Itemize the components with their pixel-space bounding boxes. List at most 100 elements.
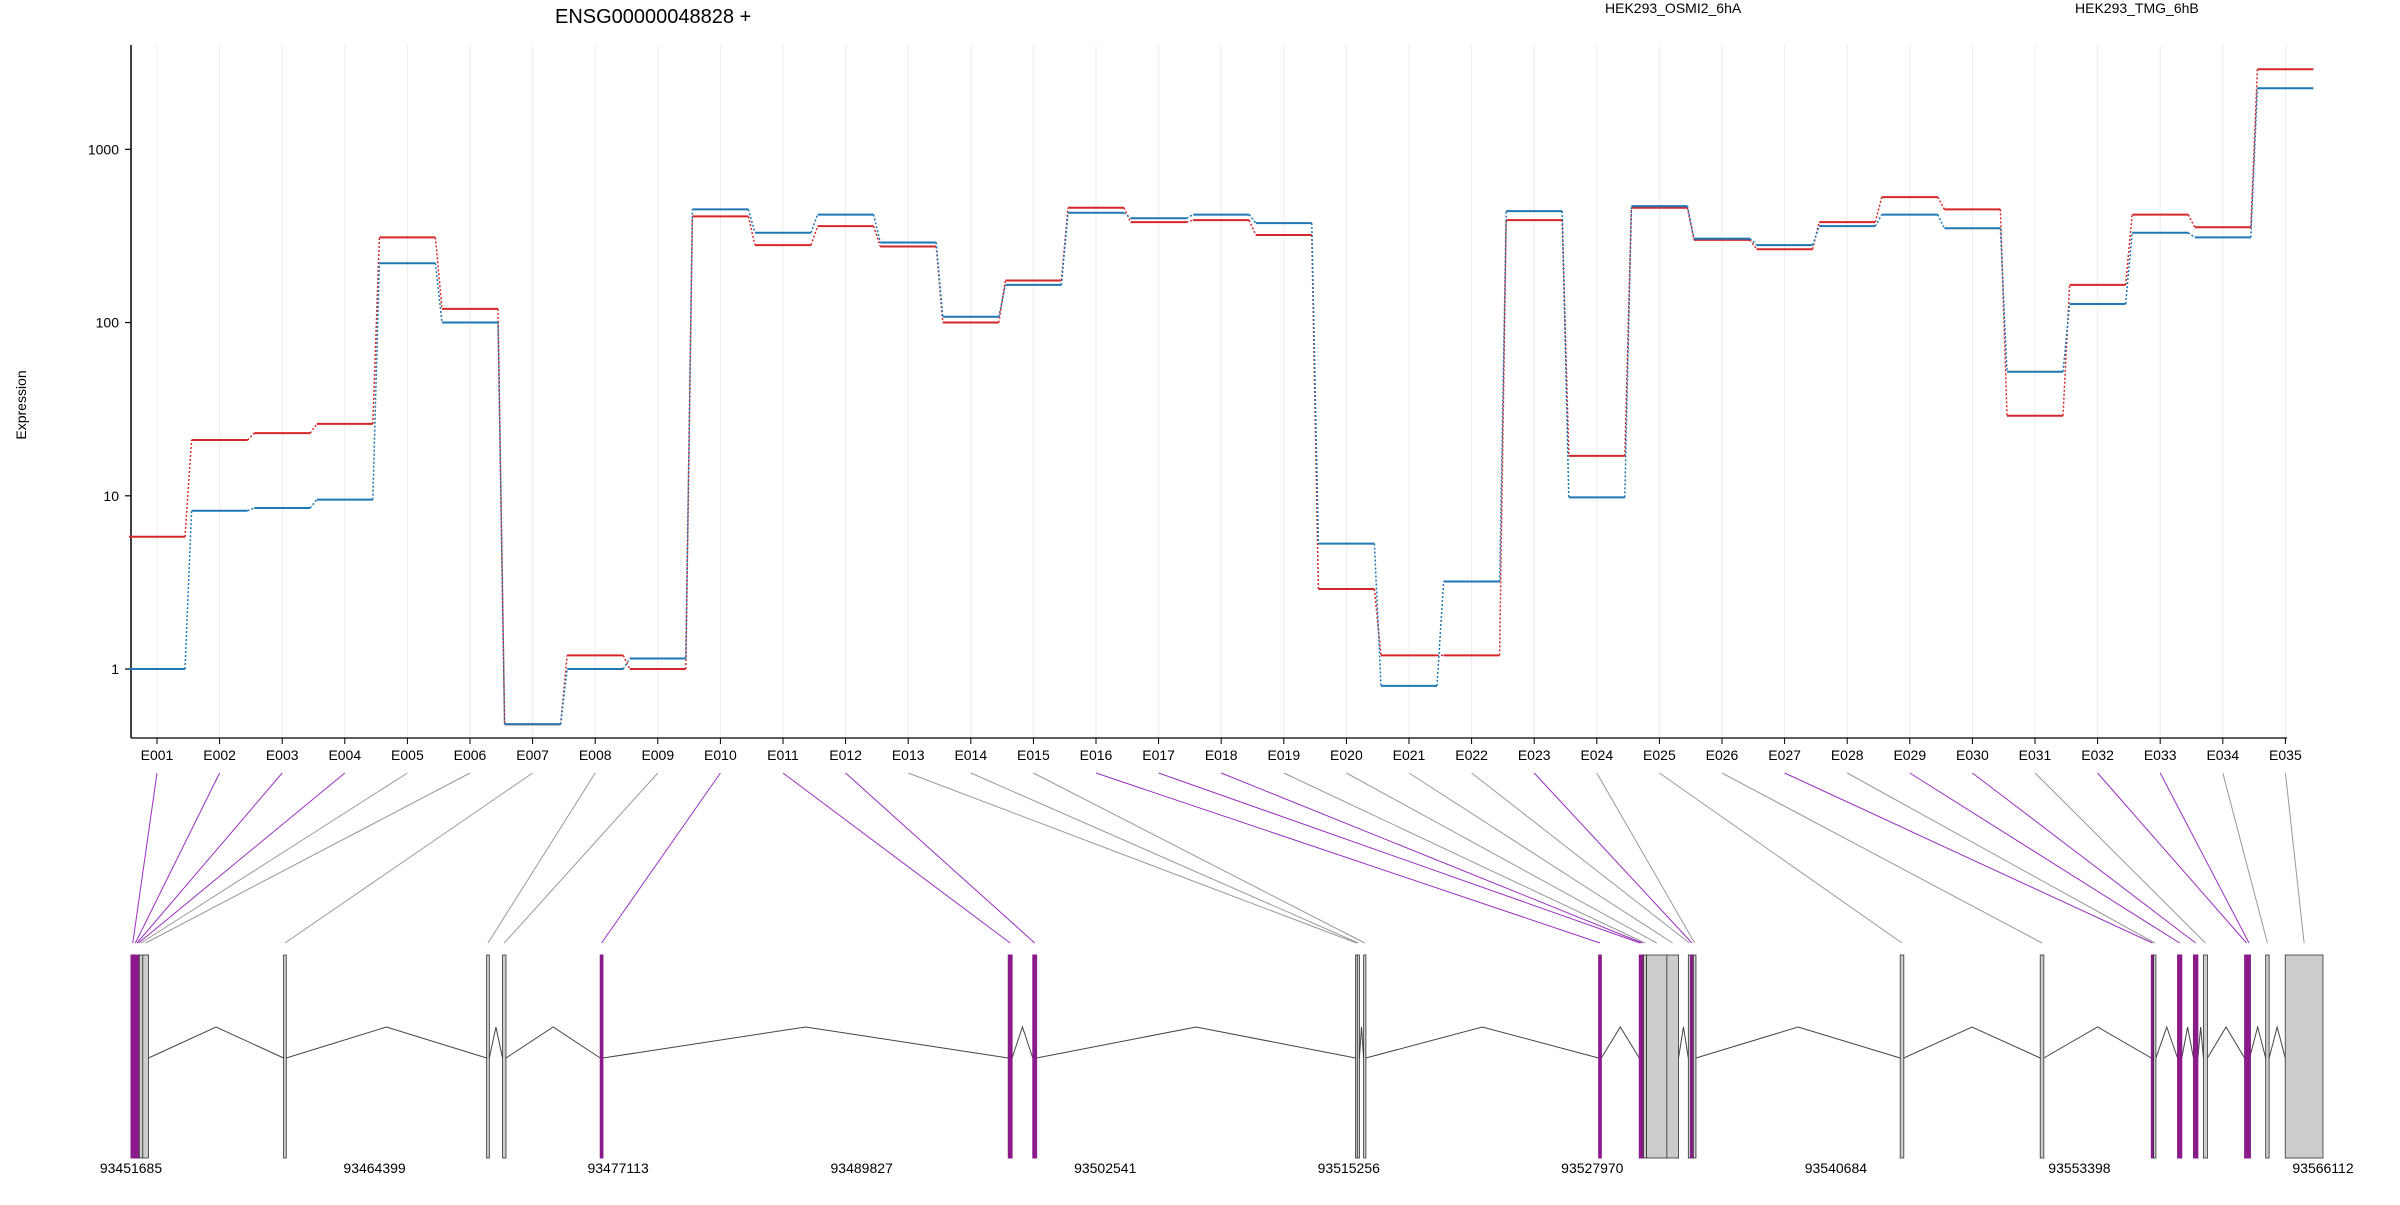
y-tick-label-100: 100 [96,315,120,331]
connector-e023 [1533,772,1693,944]
series-1-connector-3 [309,499,318,509]
gene-exon-e014 [1356,954,1360,1159]
series-0-connector-22 [1498,220,1507,656]
legend-entry-osmi2: HEK293_OSMI2_6hA [1605,0,1742,16]
series-1-connector-11 [810,214,819,233]
series-0-connector-12 [872,225,881,247]
series-1-connector-4 [372,263,381,500]
exon-label-e003: E003 [266,747,299,763]
gene-exon-e026 [2039,954,2045,1159]
series-0-connector-4 [372,237,381,424]
series-1-connector-16 [1123,212,1132,219]
gene-exon-e029 [2177,954,2183,1159]
connector-e025 [1659,772,1903,944]
exon-label-e022: E022 [1455,747,1488,763]
connector-e010 [601,772,721,944]
connector-e012 [845,772,1036,944]
connector-e007 [284,772,533,944]
intron-19 [2249,1025,2267,1059]
gene-exon-e007 [283,954,287,1159]
connector-e024 [1596,772,1696,944]
exon-label-e012: E012 [829,747,862,763]
coord-label-8: 93553398 [2048,1160,2111,1176]
gene-exon-e020 [1646,954,1668,1159]
gene-exon-e031 [2203,954,2208,1159]
connector-e018 [1221,772,1643,944]
connector-e035 [2284,772,2305,944]
connector-e033 [2159,772,2250,944]
series-0-connector-23 [1561,220,1570,456]
connector-e021 [1408,772,1673,944]
exon-label-e006: E006 [454,747,487,763]
intron-7 [1036,1026,1356,1059]
connector-e027 [1784,772,2153,944]
gene-exon-e009 [502,954,507,1159]
exon-label-e018: E018 [1205,747,1238,763]
connector-e004 [138,772,346,944]
coord-label-3: 93489827 [831,1160,894,1176]
connector-e011 [782,772,1011,944]
series-0-connector-30 [1999,209,2008,416]
exon-label-e020: E020 [1330,747,1363,763]
connector-e013 [908,772,1357,944]
exon-label-e024: E024 [1580,747,1613,763]
series-1-connector-6 [497,322,506,725]
intron-4 [505,1026,601,1059]
intron-11 [1678,1026,1689,1059]
connector-e016 [1095,772,1601,944]
connector-e009 [503,772,659,944]
intron-12 [1695,1026,1901,1059]
gene-exon-e023 [1690,954,1694,1159]
series-1-connector-19 [1311,223,1320,544]
gene-exon-e030 [2192,954,2199,1159]
gene-exon-e016 [1598,954,1602,1159]
exon-label-e019: E019 [1267,747,1300,763]
intron-17 [2197,1026,2204,1059]
connector-e026 [1721,772,2043,944]
coord-label-0: 93451685 [100,1160,163,1176]
exon-label-e033: E033 [2144,747,2177,763]
series-1-connector-34 [2250,88,2259,238]
series-0-connector-6 [497,308,506,725]
series-1-connector-13 [935,242,944,317]
connector-e002 [134,772,221,944]
gene-exon-e025 [1899,954,1905,1159]
exon-label-e001: E001 [141,747,174,763]
legend-entry-tmg: HEK293_TMG_6hB [2075,0,2199,16]
series-1-connector-21 [1436,581,1445,686]
series-1-connector-29 [1937,214,1946,229]
coord-label-6: 93527970 [1561,1160,1624,1176]
series-0-connector-7 [559,655,568,725]
series-0-connector-31 [2062,284,2071,416]
intron-18 [2207,1026,2246,1059]
series-0-connector-3 [309,423,318,434]
y-tick-label-1: 1 [111,661,119,677]
y-axis-label: Expression [13,370,29,439]
exon-label-e010: E010 [704,747,737,763]
series-1-connector-5 [434,263,443,323]
connector-e003 [136,772,283,944]
series-0-connector-26 [1749,239,1758,250]
exon-label-e013: E013 [892,747,925,763]
intron-9 [1365,1026,1599,1059]
exon-label-e004: E004 [328,747,361,763]
intron-5 [602,1026,1009,1059]
exon-label-e031: E031 [2019,747,2052,763]
intron-16 [2181,1026,2194,1059]
series-1-connector-15 [1060,212,1069,285]
series-1-connector-14 [998,284,1007,317]
vertical-gridlines [156,45,2286,738]
series-1-connector-7 [559,668,568,725]
connector-e014 [970,772,1359,944]
series-1-connector-1 [184,510,193,670]
intron-10 [1600,1026,1640,1059]
gene-exon-e005 [138,954,144,1159]
series-1-connector-24 [1624,206,1633,498]
series-0-connector-33 [2187,214,2196,228]
gene-exon-e019 [1643,954,1647,1159]
exon-label-e011: E011 [767,747,799,763]
y-axis: 1 10 100 1000 [88,45,132,738]
series-0-connector-25 [1686,207,1695,241]
connector-e020 [1346,772,1657,944]
